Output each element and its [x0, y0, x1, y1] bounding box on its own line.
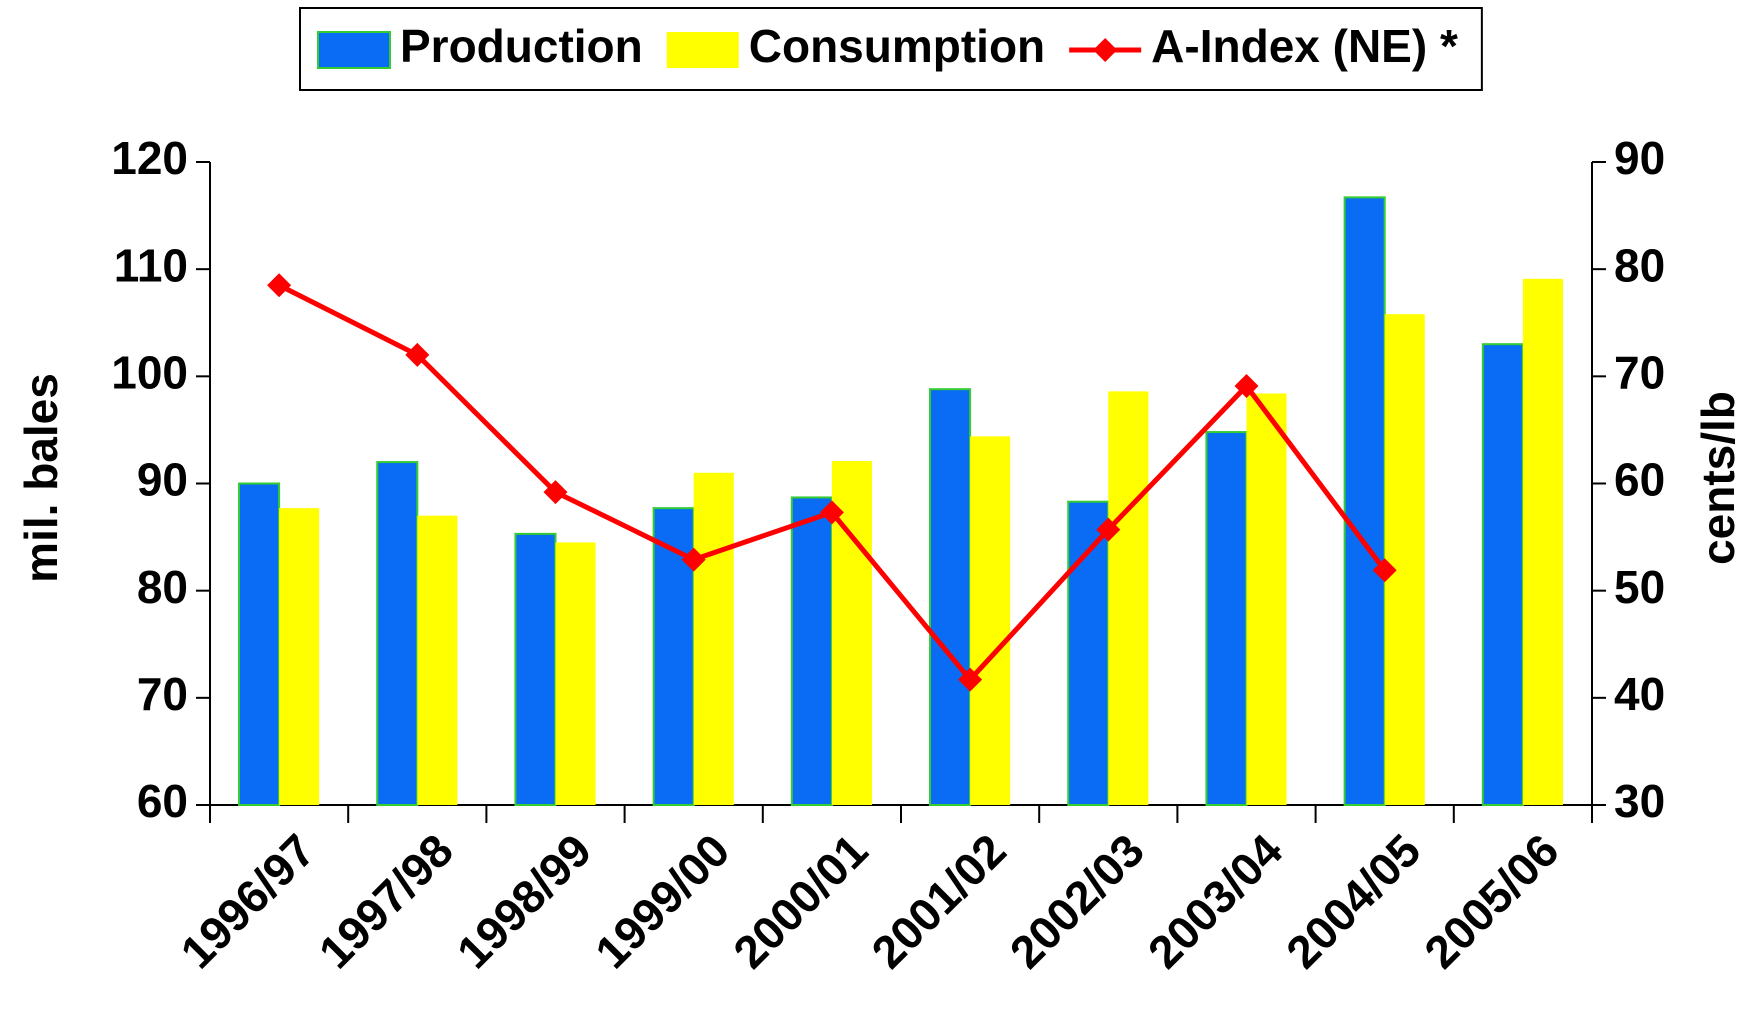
y2-tick-label: 90 — [1614, 132, 1665, 184]
x-tick-label: 2003/04 — [1138, 824, 1293, 979]
y-axis-label: mil. bales — [15, 373, 67, 583]
bar — [929, 388, 972, 806]
marker — [958, 667, 983, 692]
legend-box — [299, 7, 1483, 91]
marker — [681, 547, 706, 572]
bar — [555, 542, 596, 805]
y-tick-label: 100 — [111, 346, 188, 398]
x-tick-label: 1998/99 — [447, 824, 601, 978]
y2-tick-label: 70 — [1614, 346, 1665, 398]
marker — [1234, 373, 1259, 398]
x-tick-label: 2002/03 — [1000, 824, 1154, 978]
bar — [1246, 393, 1287, 805]
y2-tick-label: 30 — [1614, 775, 1665, 827]
bar — [1205, 431, 1248, 806]
y2-tick-label: 60 — [1614, 454, 1665, 506]
bar — [790, 496, 833, 806]
x-tick-label: 1997/98 — [309, 824, 463, 978]
x-tick-label: 2001/02 — [861, 824, 1015, 978]
bar — [1384, 314, 1425, 805]
legend-marker — [1093, 38, 1118, 62]
marker — [1096, 517, 1121, 542]
bar — [1481, 343, 1524, 806]
y2-axis-label: cents/lb — [1692, 391, 1744, 565]
marker — [819, 500, 844, 525]
bar — [1522, 278, 1563, 806]
y-tick-label: 90 — [137, 454, 188, 506]
legend-label: A-Index (NE) * — [1151, 20, 1458, 72]
bar — [279, 508, 320, 805]
bar — [652, 507, 695, 806]
legend-swatch — [317, 31, 391, 69]
legend-label: Consumption — [749, 20, 1045, 72]
bar — [970, 436, 1011, 805]
bar — [417, 515, 458, 805]
marker — [1372, 558, 1397, 583]
x-tick-label: 1996/97 — [170, 824, 324, 978]
bar — [238, 482, 281, 806]
y2-tick-label: 50 — [1614, 561, 1665, 613]
bar — [376, 461, 419, 806]
y2-tick-label: 80 — [1614, 239, 1665, 291]
x-tick-label: 2000/01 — [723, 824, 877, 978]
y-tick-label: 120 — [111, 132, 188, 184]
y-tick-label: 70 — [137, 668, 188, 720]
marker — [267, 273, 292, 298]
bar — [1343, 196, 1386, 807]
bar — [693, 472, 734, 805]
marker — [405, 342, 430, 367]
y2-tick-label: 40 — [1614, 668, 1665, 720]
y-tick-label: 60 — [137, 775, 188, 827]
y-tick-label: 110 — [114, 239, 188, 291]
x-tick-label: 2005/06 — [1414, 824, 1568, 978]
x-tick-label: 2004/05 — [1276, 824, 1430, 978]
marker — [543, 480, 568, 505]
y-tick-label: 80 — [137, 561, 188, 613]
bar — [1108, 391, 1149, 805]
legend-swatch — [666, 32, 739, 68]
bar — [514, 532, 557, 806]
bar — [1067, 500, 1110, 806]
x-tick-label: 1999/00 — [585, 824, 739, 978]
legend-label: Production — [400, 20, 643, 72]
